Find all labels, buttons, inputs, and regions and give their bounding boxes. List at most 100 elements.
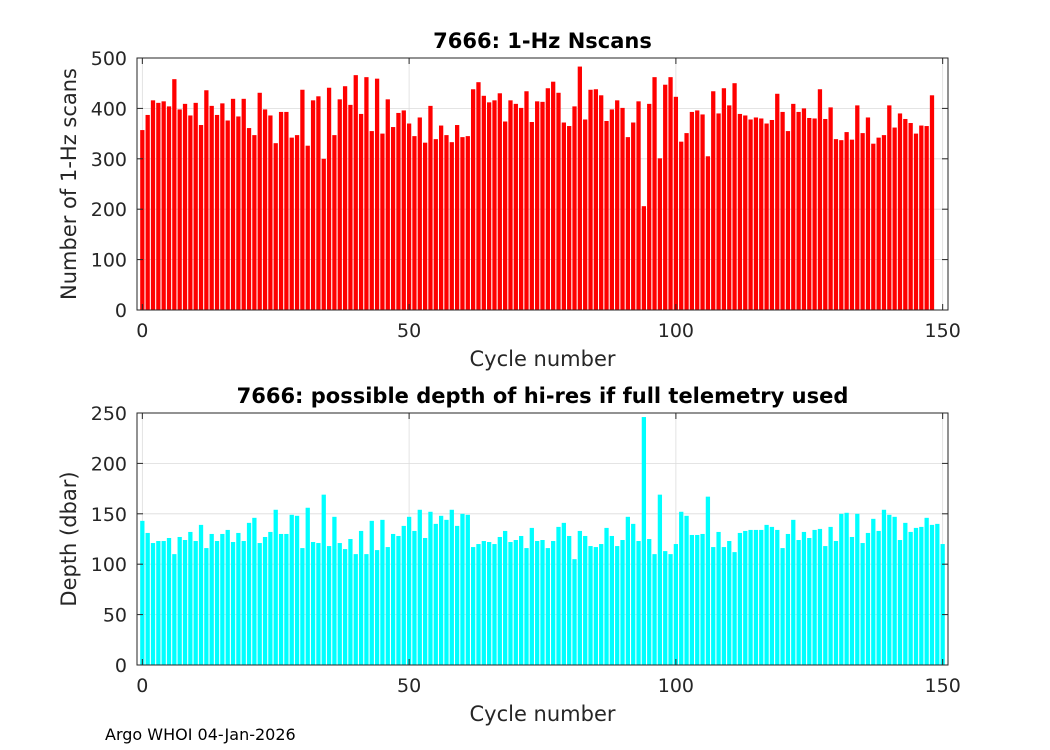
bar [572,559,577,665]
x-tick-label: 150 [925,675,961,697]
bar [652,554,657,665]
bar [225,529,230,665]
bar [801,531,807,665]
x-tick-label: 100 [658,320,694,342]
y-tick-label: 300 [91,149,127,171]
bar [556,526,561,665]
x-tick-label: 100 [658,675,694,697]
bar [881,135,887,310]
y-tick-label: 100 [91,554,127,576]
bar [689,111,695,311]
bar [935,523,940,665]
bar [358,113,364,310]
bar [780,111,785,311]
bar [615,100,620,310]
bar [871,143,876,310]
x-axis-label: Cycle number [469,702,615,726]
bar [284,533,289,665]
bar [593,547,598,665]
bar [172,79,177,310]
bar [839,513,844,665]
bar [913,133,919,310]
bar [673,544,679,665]
bar [529,527,534,665]
bar [609,535,614,665]
bar [823,118,828,310]
bar [796,540,801,665]
bar [321,158,326,310]
bar [156,541,161,665]
y-tick-label: 0 [115,300,127,322]
nscans-chart: 0 50 100 150 0 100 200 300 400 500 7666: 1-Hz Nsca… [57,29,961,371]
bar [156,102,161,310]
bar [577,66,582,310]
bar [577,530,582,665]
bar [508,542,513,665]
footer-credit: Argo WHOI 04-Jan-2026 [105,725,296,744]
bar [471,547,476,665]
bar [641,206,647,310]
bar [465,136,470,310]
bar [897,540,903,665]
bar [305,507,310,665]
bar [785,131,791,310]
bar [700,533,705,665]
bar [417,509,422,665]
bar [823,546,828,665]
bar [887,105,892,310]
bar [844,512,849,665]
bar [268,115,273,311]
bar [145,114,150,310]
bar [246,522,252,665]
bar [449,142,454,310]
bar [172,554,177,665]
bar [209,105,214,310]
bar [551,541,556,665]
bar [513,540,518,665]
bar [748,119,753,311]
bar [881,509,887,665]
bar [380,519,385,665]
bar [631,122,636,310]
bar [193,102,198,310]
bar [865,117,871,310]
bar [913,527,919,665]
bar [374,550,380,665]
y-tick-label: 150 [91,504,127,526]
bar [460,513,465,665]
bar [406,123,412,311]
bar [636,101,641,310]
bar [583,535,588,665]
bar [348,539,353,665]
bar [390,127,396,310]
chart-title: 7666: 1-Hz Nscans [433,29,652,53]
bar [705,496,711,665]
bar [193,541,198,665]
bar [785,533,791,665]
bar [897,113,903,310]
bar [849,139,855,310]
bar [636,541,641,665]
bar [689,534,695,665]
bar [860,133,865,310]
bar [140,520,145,665]
bar [604,121,609,310]
bar [385,547,390,665]
bar [481,95,486,310]
bar [812,118,817,310]
bar [860,543,865,665]
bar [833,541,839,665]
bar [476,544,481,665]
bar [556,92,561,310]
bar [535,541,540,665]
bar [364,77,369,311]
bar [455,125,460,310]
bar [316,96,321,310]
axes-box [136,57,949,311]
bar [321,494,326,665]
bar [412,136,417,310]
bar [609,109,614,310]
bar [289,514,294,665]
bar [374,78,380,310]
bar [924,517,929,665]
